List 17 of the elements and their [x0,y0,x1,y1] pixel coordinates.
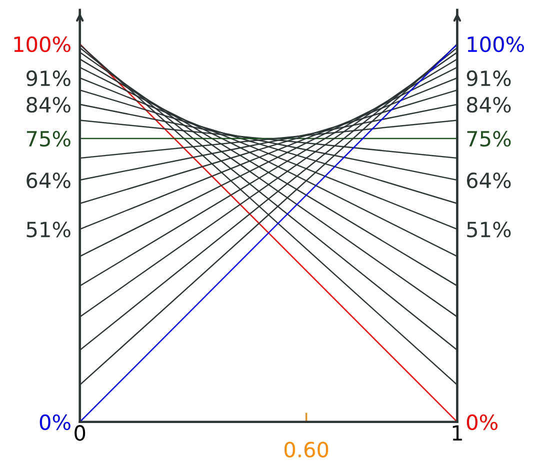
y-tick-label: 0% [40,414,70,430]
y2-tick-label: 0% [466,414,498,430]
y2-tick-label: 75% [467,130,511,147]
y-tick-label: 64% [26,172,70,188]
y-tick-label: 100% [14,36,70,52]
y2-tick-label: 64% [466,172,511,188]
y-tick-label: 51% [26,222,70,238]
y-tick-label: 75% [26,130,70,147]
y-tick-label: 84% [26,96,70,113]
y2-tick-label: 91% [466,70,511,86]
x-tick-label: 1 [452,425,462,441]
y2-tick-label: 51% [467,222,511,238]
x-tick-label: 0 [74,425,86,441]
y2-tick-label: 100% [468,36,524,52]
y2-tick-label: 84% [466,96,511,113]
y-tick-label: 91% [26,70,70,86]
ref-line-label: 0.60 [284,442,328,458]
